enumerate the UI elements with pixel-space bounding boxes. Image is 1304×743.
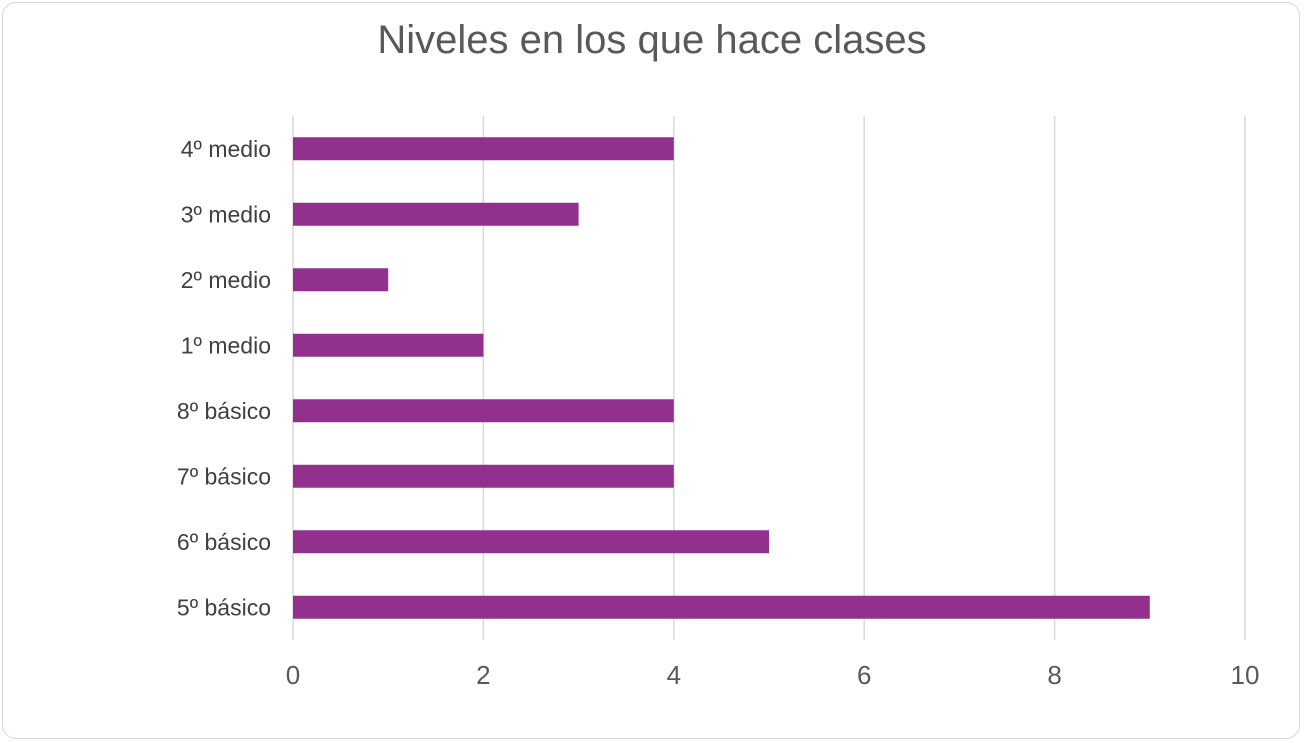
y-category-label: 7º básico — [177, 463, 271, 489]
y-axis-categories: 5º básico 6º básico 7º básico 8º básico 1º m… — [177, 136, 271, 621]
y-category-label: 8º básico — [177, 398, 271, 424]
bar — [293, 595, 1150, 619]
x-axis-ticks: 0 2 4 6 8 10 — [286, 660, 1260, 690]
y-category-label: 5º básico — [177, 594, 271, 620]
y-category-label: 6º básico — [177, 529, 271, 555]
x-tick-label: 2 — [476, 660, 490, 690]
x-tick-label: 10 — [1231, 660, 1260, 690]
y-category-label: 1º medio — [181, 332, 271, 358]
bar — [293, 137, 674, 161]
gridlines — [292, 116, 1246, 640]
bar — [293, 399, 674, 423]
bar — [293, 530, 769, 554]
y-category-label: 2º medio — [181, 267, 271, 293]
y-category-label: 4º medio — [181, 136, 271, 162]
bar — [293, 202, 579, 226]
bar — [293, 464, 674, 488]
x-tick-label: 4 — [667, 660, 681, 690]
bars — [293, 137, 1150, 619]
x-tick-label: 6 — [857, 660, 871, 690]
bar — [293, 333, 484, 357]
chart-title: Niveles en los que hace clases — [377, 18, 927, 62]
x-tick-label: 0 — [286, 660, 300, 690]
x-tick-label: 8 — [1047, 660, 1061, 690]
y-category-label: 3º medio — [181, 201, 271, 227]
bar — [293, 268, 389, 292]
